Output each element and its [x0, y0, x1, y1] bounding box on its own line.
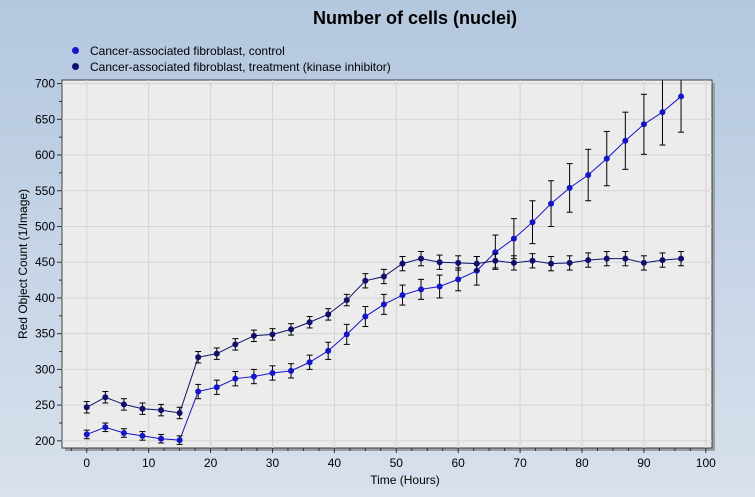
legend-entry-control: Cancer-associated fibroblast, control [72, 44, 285, 60]
data-point [306, 359, 313, 366]
y-tick-label: 700 [35, 77, 55, 91]
data-point [585, 257, 592, 264]
data-point [102, 394, 109, 401]
chart-title: Number of cells (nuclei) [312, 8, 518, 28]
legend-entry-treatment: Cancer-associated fibroblast, treatment … [72, 60, 391, 76]
data-point [195, 354, 202, 361]
data-point [195, 388, 202, 395]
legend-label-control: Cancer-associated fibroblast, control [90, 44, 285, 58]
y-axis-title: Red Object Count (1/Image) [16, 189, 30, 339]
x-tick-label: 80 [575, 456, 589, 470]
data-point [418, 255, 425, 262]
x-tick-label: 60 [452, 456, 466, 470]
y-tick-label: 200 [35, 434, 55, 448]
data-point [139, 432, 146, 439]
data-point [102, 424, 109, 431]
data-point [659, 257, 666, 264]
data-point [473, 260, 480, 267]
data-point [585, 172, 592, 179]
data-point [325, 347, 332, 354]
data-point [176, 409, 183, 416]
data-point [325, 311, 332, 318]
data-point [362, 277, 369, 284]
y-tick-label: 400 [35, 291, 55, 305]
data-point [250, 332, 257, 339]
y-tick-label: 300 [35, 362, 55, 376]
data-point [455, 259, 462, 266]
data-point [603, 155, 610, 162]
y-tick-label: 600 [35, 148, 55, 162]
data-point [232, 375, 239, 382]
data-point [529, 257, 536, 264]
data-point [436, 283, 443, 290]
data-point [269, 369, 276, 376]
x-tick-label: 10 [142, 456, 156, 470]
data-point [269, 331, 276, 338]
data-point [455, 276, 462, 283]
y-tick-label: 450 [35, 255, 55, 269]
data-point [510, 235, 517, 242]
x-tick-label: 0 [83, 456, 90, 470]
data-point [399, 292, 406, 299]
data-point [566, 184, 573, 191]
x-tick-label: 50 [390, 456, 404, 470]
y-tick-label: 250 [35, 398, 55, 412]
legend-marker-control [72, 47, 79, 55]
series-group [83, 80, 685, 445]
data-point [343, 331, 350, 338]
x-tick-label: 100 [696, 456, 716, 470]
y-tick-label: 550 [35, 184, 55, 198]
data-point [158, 407, 165, 414]
data-point [659, 109, 666, 116]
data-point [120, 429, 127, 436]
data-point [83, 431, 90, 438]
data-point [288, 367, 295, 374]
x-tick-label: 20 [204, 456, 218, 470]
x-tick-label: 70 [513, 456, 527, 470]
data-point [250, 373, 257, 380]
data-point [380, 301, 387, 308]
data-point [362, 313, 369, 320]
data-point [139, 405, 146, 412]
y-tick-label: 350 [35, 327, 55, 341]
data-point [176, 437, 183, 444]
data-point [640, 259, 647, 266]
legend-label-treatment: Cancer-associated fibroblast, treatment … [90, 60, 391, 74]
data-point [213, 384, 220, 391]
data-point [418, 286, 425, 293]
data-point [306, 319, 313, 326]
y-tick-label: 650 [35, 112, 55, 126]
x-tick-label: 30 [266, 456, 280, 470]
data-point [213, 350, 220, 357]
data-point [436, 259, 443, 266]
plot-area [61, 79, 713, 449]
data-point [380, 273, 387, 280]
data-point [603, 255, 610, 262]
data-point [158, 435, 165, 442]
data-point [510, 259, 517, 266]
legend-marker-treatment [72, 63, 79, 71]
x-axis-title: Time (Hours) [370, 473, 440, 487]
x-tick-label: 40 [328, 456, 342, 470]
data-point [399, 260, 406, 267]
data-point [678, 255, 685, 262]
data-point [288, 326, 295, 333]
data-point [678, 93, 685, 100]
y-tick-label: 500 [35, 219, 55, 233]
data-point [343, 297, 350, 304]
data-point [622, 137, 629, 144]
data-point [548, 260, 555, 267]
data-point [548, 200, 555, 207]
x-tick-label: 90 [637, 456, 651, 470]
data-point [120, 401, 127, 408]
data-point [83, 404, 90, 411]
data-point [492, 257, 499, 264]
data-point [566, 259, 573, 266]
data-point [529, 219, 536, 226]
data-point [640, 121, 647, 128]
data-point [232, 341, 239, 348]
data-point [622, 255, 629, 262]
